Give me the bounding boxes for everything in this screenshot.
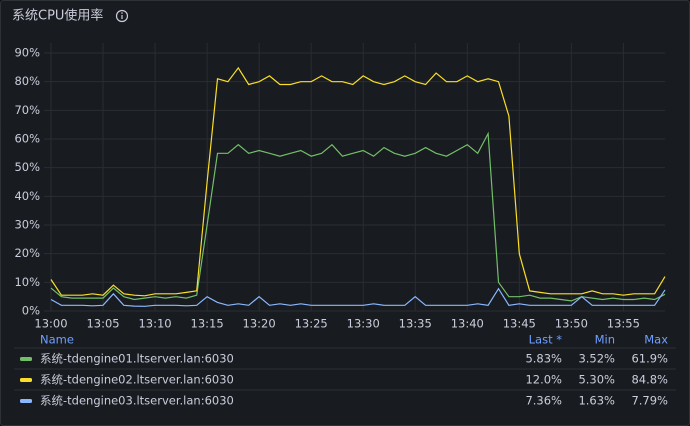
x-tick-label: 13:20 xyxy=(243,317,276,331)
y-tick-label: 50% xyxy=(14,160,40,174)
legend-stat: 84.8% xyxy=(631,373,668,387)
x-tick-label: 13:40 xyxy=(451,317,484,331)
legend-swatch xyxy=(20,357,32,361)
y-tick-label: 20% xyxy=(14,246,40,260)
series-line xyxy=(50,287,666,307)
legend-stat: 61.9% xyxy=(631,352,668,366)
legend-entry[interactable]: 系统-tdengine01.ltserver.lan:6030 xyxy=(40,352,234,366)
y-tick-label: 30% xyxy=(14,218,40,232)
x-tick-label: 13:25 xyxy=(295,317,328,331)
x-tick-label: 13:15 xyxy=(191,317,224,331)
legend-swatch xyxy=(20,399,32,403)
legend-header[interactable]: Name xyxy=(40,333,74,347)
legend-stat: 7.36% xyxy=(525,394,562,408)
y-tick-label: 60% xyxy=(14,132,40,146)
legend-stat: 5.30% xyxy=(578,373,615,387)
y-tick-label: 40% xyxy=(14,189,40,203)
info-circle xyxy=(115,9,129,23)
legend-stat: 12.0% xyxy=(525,373,562,387)
legend-stat: 7.79% xyxy=(631,394,668,408)
y-tick-label: 0% xyxy=(22,304,40,318)
legend-stat: 5.83% xyxy=(525,352,562,366)
x-tick-label: 13:50 xyxy=(555,317,588,331)
legend-header[interactable]: Last * xyxy=(529,333,563,347)
x-tick-label: 13:55 xyxy=(607,317,640,331)
x-tick-label: 13:10 xyxy=(138,317,171,331)
x-tick-label: 13:45 xyxy=(503,317,536,331)
y-tick-label: 90% xyxy=(14,46,40,60)
x-tick-label: 13:00 xyxy=(34,317,67,331)
legend-stat: 1.63% xyxy=(578,394,615,408)
info-icon[interactable] xyxy=(115,9,129,23)
x-tick-label: 13:05 xyxy=(86,317,119,331)
series-line xyxy=(50,131,666,302)
panel-title: 系统CPU使用率 xyxy=(12,8,103,24)
legend-swatch xyxy=(20,378,32,382)
x-tick-label: 13:35 xyxy=(399,317,432,331)
info-dot xyxy=(121,12,123,14)
series-line xyxy=(50,66,666,297)
legend-entry[interactable]: 系统-tdengine02.ltserver.lan:6030 xyxy=(40,373,234,387)
x-tick-label: 13:30 xyxy=(347,317,380,331)
y-tick-label: 10% xyxy=(14,275,40,289)
legend-header[interactable]: Max xyxy=(644,333,668,347)
legend-entry[interactable]: 系统-tdengine03.ltserver.lan:6030 xyxy=(40,394,234,408)
legend-header[interactable]: Min xyxy=(595,333,615,347)
y-tick-label: 80% xyxy=(14,74,40,88)
y-tick-label: 70% xyxy=(14,103,40,117)
legend-stat: 3.52% xyxy=(578,352,615,366)
